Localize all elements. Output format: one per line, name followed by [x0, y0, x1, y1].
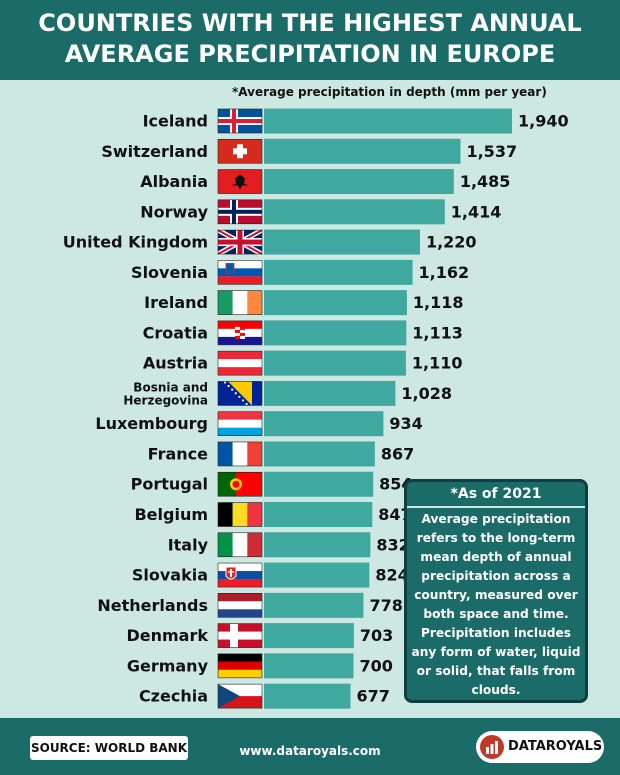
brand-name: DATAROYALS: [508, 739, 603, 754]
switzerland-flag-icon: [217, 138, 263, 164]
country-label-croatia: Croatia: [143, 323, 208, 342]
value-label-albania: 1,485: [460, 172, 511, 191]
bosnia-and-herzegovina-flag-icon: [217, 381, 263, 406]
united-kingdom-flag-icon: [216, 227, 264, 257]
bar-belgium: [264, 502, 373, 528]
country-label-ireland: Ireland: [144, 293, 208, 312]
value-label-luxembourg: 934: [389, 414, 422, 433]
country-label-portugal: Portugal: [131, 475, 208, 494]
value-label-czechia: 677: [357, 687, 390, 706]
value-label-switzerland: 1,537: [466, 142, 517, 161]
value-label-netherlands: 778: [369, 596, 402, 615]
country-label-luxembourg: Luxembourg: [95, 414, 208, 433]
bar-germany: [264, 653, 354, 679]
bar-united-kingdom: [264, 229, 420, 255]
country-label-slovakia: Slovakia: [132, 566, 208, 585]
title-line-1: COUNTRIES WITH THE HIGHEST ANNUAL: [38, 9, 582, 37]
bar-denmark: [264, 623, 354, 649]
value-label-italy: 832: [376, 535, 409, 554]
country-label-germany: Germany: [127, 656, 209, 675]
portugal-flag-icon: [217, 471, 263, 497]
denmark-flag-icon: [217, 623, 263, 648]
country-label-albania: Albania: [140, 172, 208, 191]
belgium-flag-icon: [217, 502, 263, 527]
albania-flag-icon: [217, 169, 263, 194]
value-label-croatia: 1,113: [412, 323, 463, 342]
country-label-switzerland: Switzerland: [101, 142, 208, 161]
slovenia-flag-icon: [217, 260, 263, 285]
brand-logo-icon: [480, 735, 504, 759]
value-label-france: 867: [381, 444, 414, 463]
chart-subtitle: *Average precipitation in depth (mm per …: [232, 85, 547, 99]
bar-iceland: [264, 108, 512, 134]
bar-switzerland: [264, 138, 461, 164]
ireland-flag-icon: [217, 290, 263, 315]
luxembourg-flag-icon: [217, 411, 263, 437]
value-label-belgium: 847: [378, 505, 411, 524]
title-banner: COUNTRIES WITH THE HIGHEST ANNUAL AVERAG…: [0, 0, 620, 80]
value-label-slovenia: 1,162: [419, 263, 470, 282]
bar-italy: [264, 532, 371, 558]
country-label-slovenia: Slovenia: [131, 263, 208, 282]
france-flag-icon: [217, 441, 263, 467]
italy-flag-icon: [217, 532, 263, 558]
info-text: Average precipitation refers to the long…: [411, 512, 581, 697]
value-label-ireland: 1,118: [413, 293, 464, 312]
bar-slovakia: [264, 562, 370, 588]
bar-france: [264, 441, 375, 467]
value-label-iceland: 1,940: [518, 112, 569, 131]
germany-flag-icon: [217, 653, 263, 679]
bar-bosnia-and-herzegovina: [264, 380, 396, 406]
norway-flag-icon: [217, 199, 263, 225]
iceland-flag-icon: [217, 108, 263, 134]
bar-albania: [264, 169, 454, 195]
value-label-austria: 1,110: [412, 354, 463, 373]
bar-slovenia: [264, 259, 413, 285]
country-label-belgium: Belgium: [134, 505, 208, 524]
precipitation-bar-chart: Iceland 1,940 Switzerland 1,537 Albania 1,485…: [63, 108, 569, 709]
value-label-denmark: 703: [360, 626, 393, 645]
website-link[interactable]: www.dataroyals.com: [239, 744, 381, 758]
country-label-norway: Norway: [140, 202, 208, 221]
country-label-iceland: Iceland: [143, 112, 208, 131]
austria-flag-icon: [217, 350, 263, 376]
country-label-czechia: Czechia: [139, 687, 208, 706]
bar-ireland: [264, 290, 407, 316]
bar-portugal: [264, 471, 374, 497]
country-label-bosnia-and-herzegovina: Bosnia and Herzegovina: [123, 380, 208, 407]
value-label-slovakia: 824: [375, 566, 408, 585]
value-label-united-kingdom: 1,220: [426, 233, 477, 252]
country-label-italy: Italy: [168, 535, 209, 554]
value-label-norway: 1,414: [451, 202, 502, 221]
slovakia-flag-icon: [217, 562, 263, 588]
brand-badge: DATAROYALS: [476, 731, 604, 763]
info-divider: [407, 506, 585, 508]
info-title: *As of 2021: [450, 486, 542, 502]
country-label-austria: Austria: [143, 354, 208, 373]
bar-netherlands: [264, 592, 364, 618]
country-label-france: France: [148, 444, 208, 463]
czechia-flag-icon: [217, 683, 263, 709]
country-label-united-kingdom: United Kingdom: [63, 233, 208, 252]
value-label-bosnia-and-herzegovina: 1,028: [401, 384, 452, 403]
info-box: *As of 2021 Average precipitation refers…: [404, 479, 588, 703]
bar-austria: [264, 350, 406, 376]
bar-luxembourg: [264, 411, 384, 437]
country-label-denmark: Denmark: [126, 626, 208, 645]
bar-norway: [264, 199, 445, 225]
bar-croatia: [264, 320, 407, 346]
value-label-germany: 700: [359, 656, 392, 675]
croatia-flag-icon: [217, 320, 263, 346]
source-label: SOURCE: WORLD BANK: [30, 736, 188, 760]
title-line-2: AVERAGE PRECIPITATION IN EUROPE: [64, 40, 556, 68]
bar-czechia: [264, 683, 351, 709]
country-label-netherlands: Netherlands: [97, 596, 208, 615]
netherlands-flag-icon: [217, 593, 263, 618]
